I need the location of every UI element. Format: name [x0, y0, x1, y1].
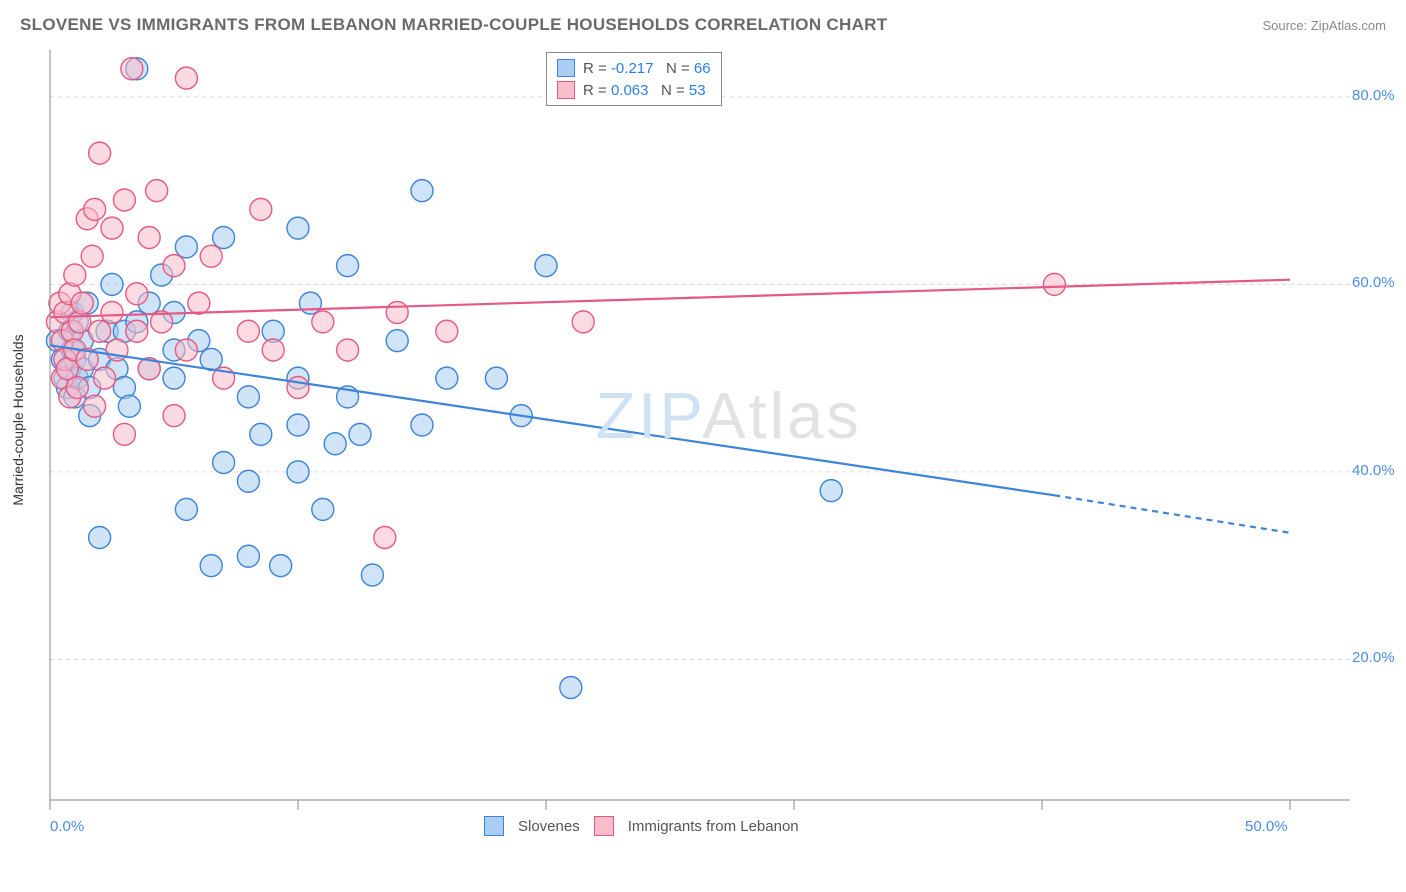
data-point — [299, 292, 321, 314]
x-tick-label: 0.0% — [50, 818, 84, 835]
stats-legend: R = -0.217 N = 66 R = 0.063 N = 53 — [546, 52, 722, 106]
data-point — [106, 339, 128, 361]
data-point — [270, 555, 292, 577]
y-tick-label: 20.0% — [1352, 649, 1395, 666]
legend-swatch — [557, 81, 575, 99]
data-point — [126, 283, 148, 305]
data-point — [163, 255, 185, 277]
data-point — [175, 498, 197, 520]
chart-title: SLOVENE VS IMMIGRANTS FROM LEBANON MARRI… — [20, 15, 887, 35]
data-point — [287, 461, 309, 483]
trend-line — [50, 280, 1290, 318]
data-point — [175, 236, 197, 258]
legend-label: Immigrants from Lebanon — [628, 818, 799, 835]
data-point — [101, 273, 123, 295]
data-point — [287, 217, 309, 239]
data-point — [84, 395, 106, 417]
data-point — [101, 302, 123, 324]
data-point — [262, 339, 284, 361]
legend-label: Slovenes — [518, 818, 580, 835]
data-point — [250, 198, 272, 220]
data-point — [163, 405, 185, 427]
stats-legend-row: R = -0.217 N = 66 — [557, 57, 711, 79]
data-point — [101, 217, 123, 239]
data-point — [374, 527, 396, 549]
data-point — [213, 452, 235, 474]
data-point — [89, 320, 111, 342]
data-point — [64, 264, 86, 286]
data-point — [337, 255, 359, 277]
data-point — [287, 414, 309, 436]
legend-swatch — [484, 816, 504, 836]
data-point — [213, 227, 235, 249]
data-point — [237, 386, 259, 408]
data-point — [386, 330, 408, 352]
data-point — [237, 545, 259, 567]
data-point — [386, 302, 408, 324]
stats-legend-row: R = 0.063 N = 53 — [557, 79, 711, 101]
data-point — [237, 470, 259, 492]
y-axis-title: Married-couple Households — [10, 334, 26, 505]
data-point — [349, 423, 371, 445]
data-point — [287, 377, 309, 399]
chart-container: Married-couple Households ZIP Atlas R = … — [0, 40, 1406, 892]
y-tick-label: 60.0% — [1352, 274, 1395, 291]
scatter-chart — [0, 40, 1406, 840]
data-point — [121, 58, 143, 80]
data-point — [163, 367, 185, 389]
x-tick-label: 50.0% — [1245, 818, 1288, 835]
data-point — [71, 292, 93, 314]
trend-line-extension — [1054, 495, 1290, 533]
data-point — [337, 339, 359, 361]
data-point — [820, 480, 842, 502]
data-point — [436, 367, 458, 389]
source-attribution: Source: ZipAtlas.com — [1262, 18, 1386, 33]
data-point — [146, 180, 168, 202]
data-point — [200, 348, 222, 370]
source-label: Source: — [1262, 18, 1310, 33]
data-point — [94, 367, 116, 389]
legend-swatch — [557, 59, 575, 77]
data-point — [81, 245, 103, 267]
data-point — [66, 377, 88, 399]
data-point — [535, 255, 557, 277]
data-point — [89, 527, 111, 549]
stats-text: R = -0.217 N = 66 — [583, 60, 711, 77]
data-point — [312, 498, 334, 520]
source-value: ZipAtlas.com — [1311, 18, 1386, 33]
y-tick-label: 40.0% — [1352, 462, 1395, 479]
bottom-legend: Slovenes Immigrants from Lebanon — [484, 816, 799, 836]
data-point — [175, 339, 197, 361]
data-point — [312, 311, 334, 333]
chart-header: SLOVENE VS IMMIGRANTS FROM LEBANON MARRI… — [0, 0, 1406, 40]
data-point — [113, 189, 135, 211]
data-point — [89, 142, 111, 164]
data-point — [572, 311, 594, 333]
data-point — [361, 564, 383, 586]
data-point — [485, 367, 507, 389]
data-point — [118, 395, 140, 417]
data-point — [84, 198, 106, 220]
data-point — [411, 414, 433, 436]
data-point — [175, 67, 197, 89]
data-point — [436, 320, 458, 342]
data-point — [138, 227, 160, 249]
data-point — [324, 433, 346, 455]
data-point — [237, 320, 259, 342]
y-tick-label: 80.0% — [1352, 87, 1395, 104]
data-point — [200, 245, 222, 267]
data-point — [188, 292, 210, 314]
data-point — [560, 677, 582, 699]
data-point — [113, 423, 135, 445]
data-point — [200, 555, 222, 577]
data-point — [1043, 273, 1065, 295]
stats-text: R = 0.063 N = 53 — [583, 82, 706, 99]
data-point — [250, 423, 272, 445]
legend-swatch — [594, 816, 614, 836]
trend-line — [50, 345, 1054, 495]
data-point — [411, 180, 433, 202]
data-point — [126, 320, 148, 342]
